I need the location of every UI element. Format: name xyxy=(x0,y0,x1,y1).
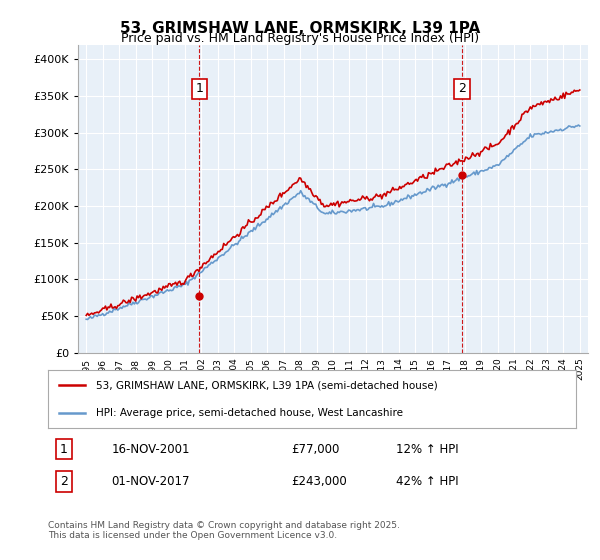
Text: 1: 1 xyxy=(60,442,68,456)
Text: £77,000: £77,000 xyxy=(291,442,339,456)
Text: 2: 2 xyxy=(60,475,68,488)
Text: HPI: Average price, semi-detached house, West Lancashire: HPI: Average price, semi-detached house,… xyxy=(95,408,403,418)
Text: 53, GRIMSHAW LANE, ORMSKIRK, L39 1PA (semi-detached house): 53, GRIMSHAW LANE, ORMSKIRK, L39 1PA (se… xyxy=(95,380,437,390)
Text: 01-NOV-2017: 01-NOV-2017 xyxy=(112,475,190,488)
Text: Price paid vs. HM Land Registry's House Price Index (HPI): Price paid vs. HM Land Registry's House … xyxy=(121,32,479,45)
Text: 1: 1 xyxy=(196,82,203,95)
Text: 53, GRIMSHAW LANE, ORMSKIRK, L39 1PA: 53, GRIMSHAW LANE, ORMSKIRK, L39 1PA xyxy=(120,21,480,36)
Text: 12% ↑ HPI: 12% ↑ HPI xyxy=(397,442,459,456)
Text: 16-NOV-2001: 16-NOV-2001 xyxy=(112,442,190,456)
Text: £243,000: £243,000 xyxy=(291,475,347,488)
Text: 42% ↑ HPI: 42% ↑ HPI xyxy=(397,475,459,488)
Text: 2: 2 xyxy=(458,82,466,95)
Text: Contains HM Land Registry data © Crown copyright and database right 2025.
This d: Contains HM Land Registry data © Crown c… xyxy=(48,521,400,540)
